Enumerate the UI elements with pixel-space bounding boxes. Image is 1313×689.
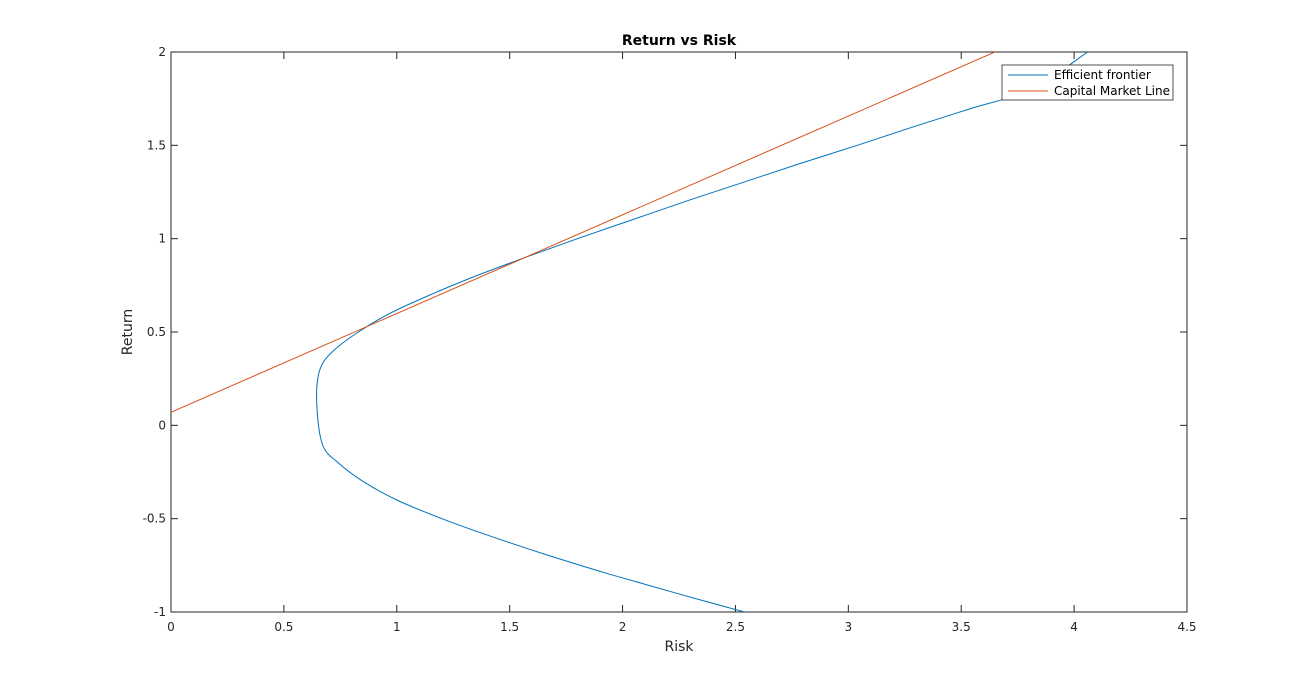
x-tick-label: 4.5 xyxy=(1177,620,1196,634)
y-tick-label: -0.5 xyxy=(143,512,166,526)
x-tick-label: 2 xyxy=(619,620,627,634)
y-tick-label: -1 xyxy=(154,605,166,619)
y-tick-label: 1.5 xyxy=(147,138,166,152)
series-line-efficient-frontier xyxy=(316,52,1088,612)
y-tick-label: 1 xyxy=(158,232,166,246)
x-tick-label: 2.5 xyxy=(726,620,745,634)
x-tick-label: 1.5 xyxy=(500,620,519,634)
legend-label-capital-market-line: Capital Market Line xyxy=(1054,84,1170,98)
x-tick-label: 0.5 xyxy=(274,620,293,634)
legend-label-efficient-frontier: Efficient frontier xyxy=(1054,68,1151,82)
series-line-capital-market-line xyxy=(171,52,997,413)
x-tick-label: 3 xyxy=(845,620,853,634)
series-layer xyxy=(171,52,1088,612)
x-tick-label: 1 xyxy=(393,620,401,634)
x-axis-label: Risk xyxy=(664,639,694,655)
legend-box xyxy=(1001,64,1174,101)
y-tick-label: 0 xyxy=(158,418,166,432)
x-tick-label: 4 xyxy=(1070,620,1078,634)
y-axis-label: Return xyxy=(120,309,136,355)
y-tick-label: 2 xyxy=(158,45,166,59)
legend: Efficient frontier Capital Market Line xyxy=(1001,64,1174,101)
chart-title: Return vs Risk xyxy=(622,33,737,49)
x-tick-label: 3.5 xyxy=(952,620,971,634)
y-tick-label: 0.5 xyxy=(147,325,166,339)
plot-area xyxy=(170,51,1188,613)
y-axis-ticks: -1 -0.5 0 0.5 1 1.5 2 xyxy=(143,45,1187,619)
x-tick-label: 0 xyxy=(167,620,175,634)
x-axis-ticks: 0 0.5 1 1.5 2 2.5 3 3.5 4 4.5 xyxy=(167,52,1197,634)
